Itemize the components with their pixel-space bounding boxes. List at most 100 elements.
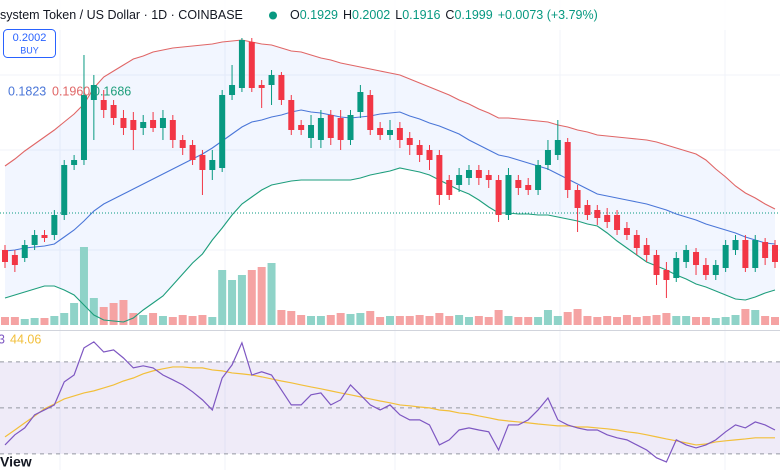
volume-bar — [297, 315, 306, 325]
volume-bar — [741, 309, 750, 325]
volume-bar — [771, 317, 779, 325]
band-legend: 0.1686 — [93, 84, 131, 98]
candle-body — [712, 265, 719, 275]
candle-body — [594, 210, 601, 218]
ohlc-label: C — [445, 8, 454, 22]
volume-bar — [405, 316, 414, 325]
volume-bar — [751, 310, 760, 325]
band-line — [4, 39, 776, 210]
candle-body — [41, 235, 48, 238]
volume-bar — [10, 317, 19, 325]
volume-bar — [672, 316, 681, 325]
volume-bar — [79, 247, 88, 325]
front-layer — [2, 38, 778, 323]
volume-bar — [139, 315, 148, 325]
candle-body — [31, 235, 38, 245]
volume-bar — [622, 315, 631, 325]
candle-body — [100, 100, 107, 110]
volume-bar — [524, 317, 533, 325]
volume-bar — [178, 315, 187, 325]
candle-body — [347, 115, 354, 140]
volume-bar — [267, 263, 276, 325]
candle-body — [248, 42, 255, 88]
rsi-line — [4, 366, 775, 446]
volume-bar — [316, 316, 325, 325]
candle-body — [288, 100, 295, 130]
candle-body — [140, 122, 147, 128]
candle-body — [367, 95, 374, 130]
volume-bar — [356, 313, 365, 325]
volume-bar — [494, 310, 503, 325]
volume-bar — [652, 315, 661, 325]
band-fill — [5, 40, 775, 322]
buy-button[interactable] — [3, 29, 56, 58]
rsi-legend: 44.06 — [10, 332, 41, 346]
candle-body — [377, 128, 384, 135]
candle-body — [406, 138, 413, 145]
band-line — [4, 109, 776, 252]
candle-body — [268, 75, 275, 85]
candle-body — [535, 165, 542, 190]
candle-body — [772, 245, 778, 262]
candle-body — [80, 95, 87, 160]
candle-body — [643, 245, 650, 255]
candle-body — [673, 258, 680, 278]
candle-body — [544, 150, 551, 165]
candle-body — [337, 118, 344, 140]
volume-bar — [445, 316, 454, 325]
volume-bar — [30, 318, 39, 325]
back-layer — [1, 40, 779, 325]
candle-body — [732, 240, 739, 250]
volume-bar — [464, 317, 473, 325]
volume-bar — [721, 317, 730, 325]
candle-body — [308, 125, 315, 138]
volume-bar — [514, 317, 523, 325]
candle-body — [653, 255, 660, 275]
ohlc-value: 0.1929 — [300, 8, 338, 22]
volume-bar — [20, 319, 29, 325]
candle-body — [179, 140, 186, 148]
volume-bar — [218, 270, 227, 325]
volume-bar — [70, 303, 79, 325]
candle-body — [169, 120, 176, 140]
volume-bar — [682, 316, 691, 325]
volume-bar — [435, 313, 444, 325]
candle-body — [278, 75, 285, 100]
candle-body — [762, 242, 769, 258]
volume-bar — [99, 307, 108, 325]
volume-bar — [573, 309, 582, 325]
candle-body — [604, 215, 611, 222]
candle-body — [752, 240, 759, 268]
volume-bar — [119, 300, 128, 325]
volume-bar — [336, 313, 345, 325]
candle-body — [110, 105, 117, 118]
volume-bar — [109, 303, 118, 325]
change: +0.0073 (+3.79%) — [498, 8, 598, 22]
candle-body — [722, 245, 729, 268]
candle-body — [21, 245, 28, 258]
volume-bar — [376, 317, 385, 325]
volume-bar — [583, 316, 592, 325]
volume-bar — [237, 275, 246, 325]
ohlc-value: 0.1999 — [454, 8, 492, 22]
volume-bar — [277, 310, 286, 325]
rsi-legend: 3 — [0, 332, 5, 346]
header-bg — [0, 0, 780, 30]
volume-bar — [415, 315, 424, 325]
symbol-title: system Token / US Dollar · 1D · COINBASE — [0, 8, 243, 22]
volume-bar — [158, 316, 167, 325]
volume-bar — [247, 270, 256, 325]
volume-bar — [563, 312, 572, 325]
volume-bar — [188, 316, 197, 325]
volume-bar — [168, 317, 177, 325]
candle-body — [11, 255, 18, 265]
volume-bar — [346, 314, 355, 325]
buy-label[interactable]: BUY — [20, 45, 39, 55]
candle-body — [525, 185, 532, 190]
buy-price[interactable]: 0.2002 — [13, 32, 47, 44]
candle-body — [51, 215, 58, 235]
candle-body — [702, 265, 709, 275]
volume-bar — [198, 315, 207, 325]
volume-bar — [208, 317, 217, 325]
